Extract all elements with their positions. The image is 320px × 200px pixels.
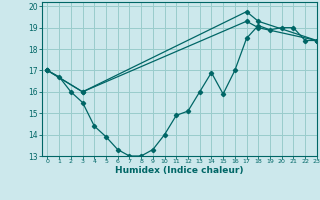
X-axis label: Humidex (Indice chaleur): Humidex (Indice chaleur) — [115, 166, 244, 175]
